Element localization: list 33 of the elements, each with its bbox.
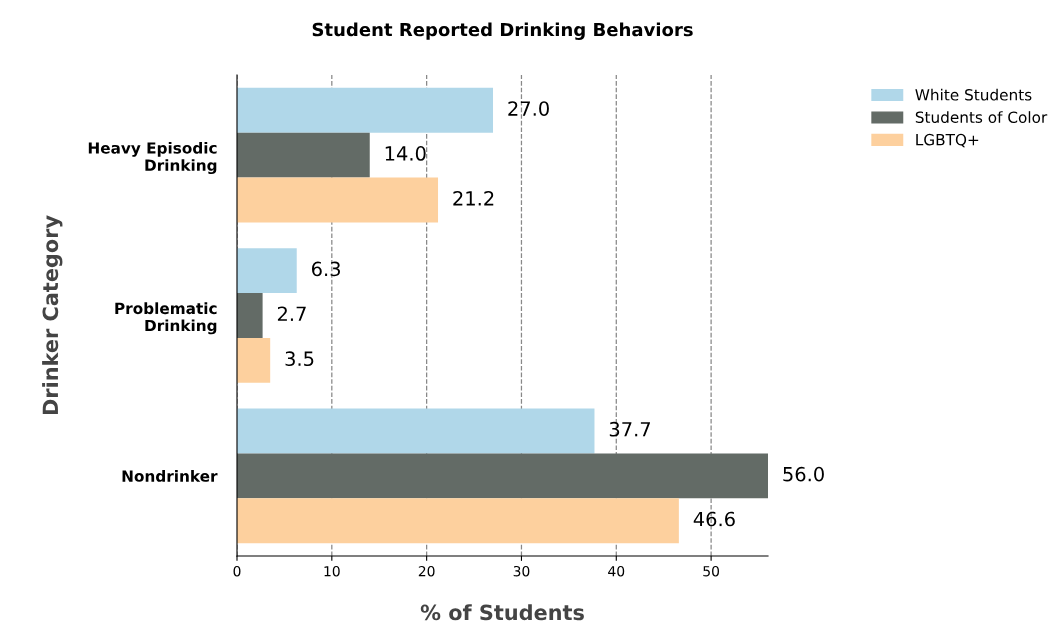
bar — [237, 248, 297, 294]
x-tick-label: 20 — [418, 565, 435, 577]
x-tick-label: 40 — [608, 565, 625, 577]
y-tick-label: Nondrinker — [122, 470, 218, 482]
bar — [237, 408, 595, 454]
x-axis-title: % of Students — [420, 604, 584, 621]
y-axis-title: Drinker Category — [42, 215, 63, 415]
data-label: 46.6 — [693, 511, 735, 527]
data-label: 56.0 — [783, 466, 824, 482]
data-label: 3.5 — [285, 351, 314, 367]
bar — [237, 87, 494, 133]
data-label: 14.0 — [385, 146, 426, 161]
bar — [237, 293, 263, 338]
legend-label: White Students — [915, 88, 1032, 101]
x-tick-label: 30 — [513, 565, 530, 577]
bar — [237, 132, 370, 178]
bar — [237, 337, 271, 383]
bar — [237, 177, 439, 223]
y-tick-label: Problematic Drinking — [115, 302, 217, 335]
data-label: 27.0 — [508, 101, 549, 116]
x-tick-label: 10 — [324, 565, 340, 577]
chart-title: Student Reported Drinking Behaviors — [312, 22, 693, 41]
y-tick-label: Heavy Episodic Drinking — [88, 141, 217, 175]
data-label: 2.7 — [277, 306, 306, 321]
x-tick-label: 0 — [233, 565, 241, 577]
data-label: 37.7 — [609, 421, 650, 437]
bar — [237, 498, 679, 544]
legend-label: LGBTQ+ — [916, 133, 979, 148]
x-tick-label: 50 — [703, 565, 720, 577]
legend-label: Students of Color — [915, 111, 1048, 123]
data-label: 21.2 — [453, 190, 494, 206]
bar — [237, 453, 768, 499]
data-label: 6.3 — [311, 261, 340, 277]
